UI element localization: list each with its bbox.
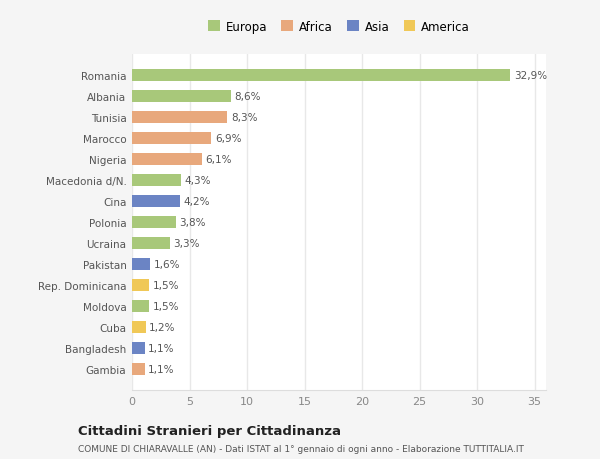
Bar	[132, 322, 146, 333]
Bar	[132, 70, 511, 82]
Bar	[132, 364, 145, 375]
Text: 1,1%: 1,1%	[148, 343, 175, 353]
Bar	[132, 175, 181, 186]
Legend: Europa, Africa, Asia, America: Europa, Africa, Asia, America	[208, 21, 470, 34]
Text: 1,1%: 1,1%	[148, 364, 175, 374]
Text: 1,6%: 1,6%	[154, 259, 181, 269]
Text: 1,5%: 1,5%	[152, 280, 179, 291]
Text: 6,1%: 6,1%	[206, 155, 232, 165]
Text: 3,3%: 3,3%	[173, 239, 200, 248]
Bar	[132, 112, 227, 123]
Bar	[132, 280, 149, 291]
Text: Cittadini Stranieri per Cittadinanza: Cittadini Stranieri per Cittadinanza	[78, 424, 341, 437]
Bar	[132, 196, 181, 207]
Bar	[132, 238, 170, 249]
Bar	[132, 259, 151, 270]
Bar	[132, 301, 149, 312]
Bar	[132, 342, 145, 354]
Text: 8,3%: 8,3%	[231, 113, 257, 123]
Text: 3,8%: 3,8%	[179, 218, 206, 228]
Text: COMUNE DI CHIARAVALLE (AN) - Dati ISTAT al 1° gennaio di ogni anno - Elaborazion: COMUNE DI CHIARAVALLE (AN) - Dati ISTAT …	[78, 444, 524, 453]
Text: 6,9%: 6,9%	[215, 134, 241, 144]
Text: 1,2%: 1,2%	[149, 322, 176, 332]
Bar	[132, 154, 202, 166]
Text: 1,5%: 1,5%	[152, 302, 179, 311]
Text: 8,6%: 8,6%	[235, 92, 261, 102]
Text: 4,2%: 4,2%	[184, 197, 210, 207]
Text: 4,3%: 4,3%	[185, 176, 211, 186]
Bar	[132, 217, 176, 229]
Bar	[132, 91, 231, 103]
Bar	[132, 133, 211, 145]
Text: 32,9%: 32,9%	[514, 71, 547, 81]
